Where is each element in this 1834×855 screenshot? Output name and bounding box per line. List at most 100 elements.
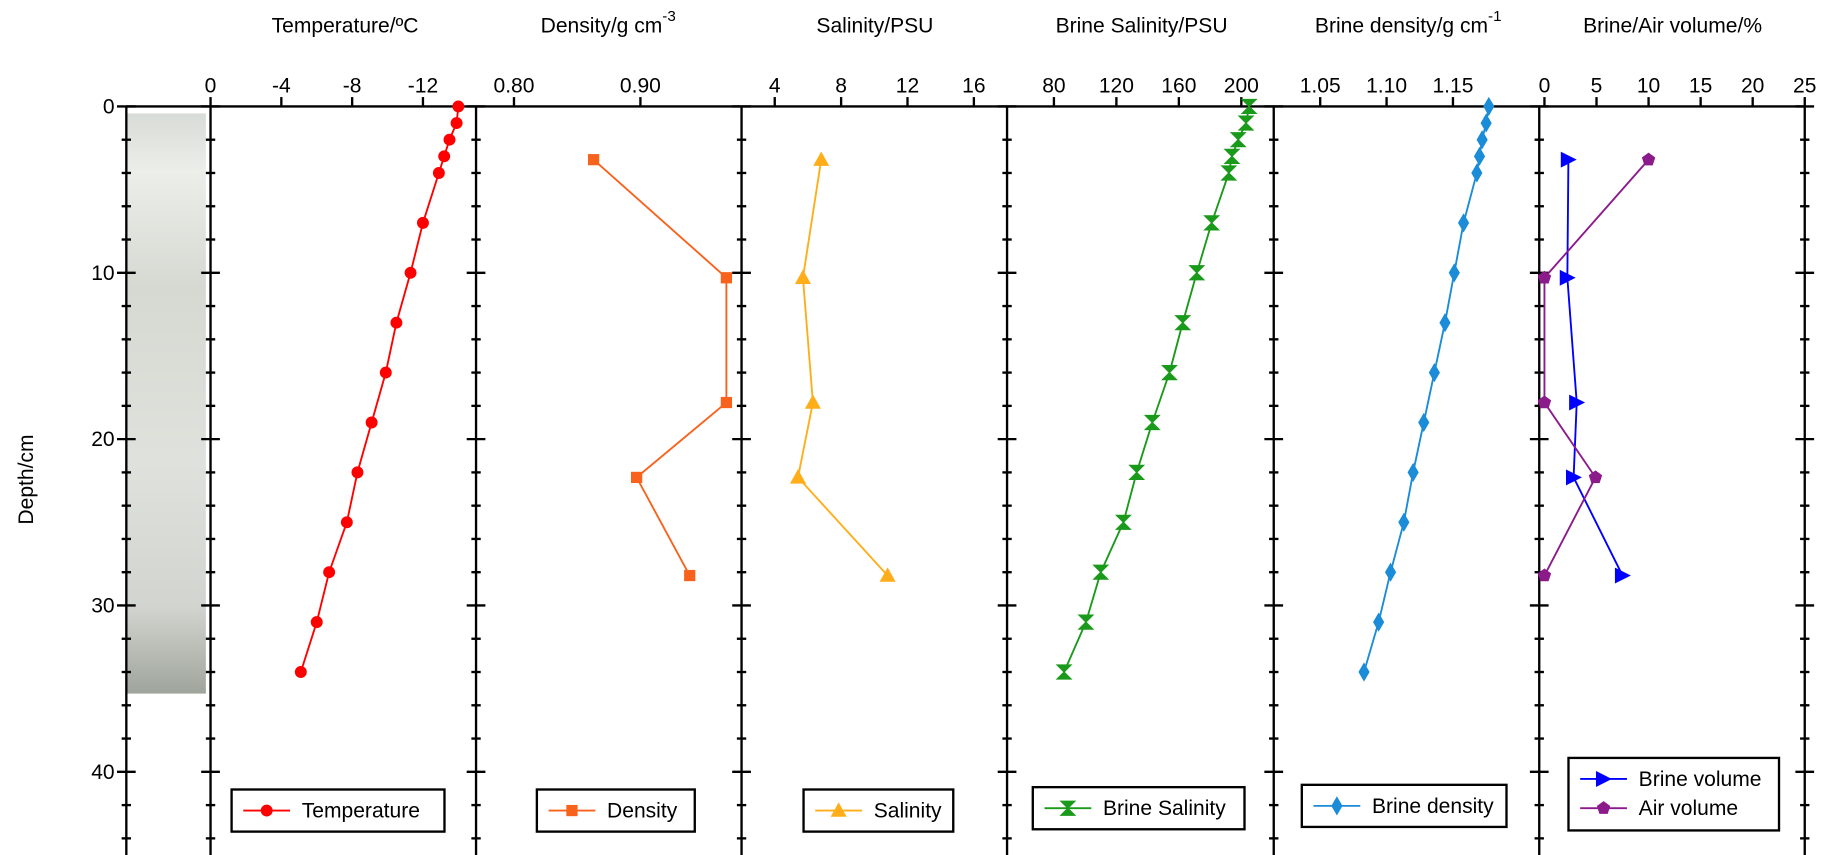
marker xyxy=(310,616,323,629)
marker xyxy=(1471,163,1483,183)
panel-title: Salinity/PSU xyxy=(816,15,933,38)
marker xyxy=(1203,215,1221,231)
panel-title-text: Brine/Air volume/% xyxy=(1583,15,1762,38)
marker xyxy=(1473,146,1486,166)
panel-title-text: Brine Salinity/PSU xyxy=(1056,15,1228,38)
x-tick-label: 1.10 xyxy=(1366,74,1407,97)
ice-core-photo xyxy=(126,113,206,694)
marker xyxy=(379,366,392,379)
panel-title: Density/g cm-3 xyxy=(541,8,676,38)
y-tick-label: 10 xyxy=(91,262,114,285)
marker xyxy=(1358,662,1370,682)
marker xyxy=(1143,414,1161,431)
marker xyxy=(1229,132,1247,148)
marker xyxy=(1588,470,1603,484)
marker xyxy=(323,566,336,579)
marker xyxy=(1188,265,1206,281)
marker xyxy=(390,316,403,329)
x-tick-label: 5 xyxy=(1591,74,1603,97)
y-tick-label: 20 xyxy=(91,428,114,451)
marker xyxy=(432,167,445,179)
marker xyxy=(588,154,600,166)
panel-title-text: Brine density/g cm xyxy=(1315,15,1488,38)
panel-title: Brine density/g cm-1 xyxy=(1315,8,1502,38)
marker xyxy=(1457,213,1470,233)
y-tick-label: 0 xyxy=(103,95,115,118)
marker xyxy=(365,416,378,429)
x-tick-label: 10 xyxy=(1637,74,1660,97)
marker xyxy=(1439,313,1451,333)
marker xyxy=(1569,394,1586,411)
panel-title-superscript: -3 xyxy=(662,8,676,25)
panel-title: Brine/Air volume/% xyxy=(1583,15,1762,38)
panel-title: Brine Salinity/PSU xyxy=(1056,15,1228,38)
marker xyxy=(1114,514,1132,530)
marker xyxy=(1566,469,1582,486)
marker xyxy=(1077,614,1095,630)
marker xyxy=(1448,263,1460,283)
marker xyxy=(720,396,732,409)
marker xyxy=(1237,115,1255,131)
marker xyxy=(416,216,429,229)
marker xyxy=(789,469,806,484)
legend-marker xyxy=(830,802,847,817)
legend-marker xyxy=(1595,771,1612,787)
marker xyxy=(813,151,830,166)
legend-label: Air volume xyxy=(1639,797,1738,820)
panel-title-text: Temperature/ºC xyxy=(272,15,419,38)
series-line xyxy=(593,158,728,576)
marker xyxy=(1055,664,1073,680)
marker xyxy=(1407,462,1419,482)
marker xyxy=(438,150,451,163)
series-line xyxy=(1363,106,1490,673)
marker xyxy=(1373,612,1385,632)
marker xyxy=(1174,315,1192,331)
y-tick-label: 40 xyxy=(91,761,114,784)
x-tick-label: 0 xyxy=(205,74,217,97)
series-line xyxy=(299,106,460,673)
marker xyxy=(1559,269,1576,286)
x-tick-label: 160 xyxy=(1161,74,1196,97)
x-tick-label: 0 xyxy=(1539,74,1551,97)
x-tick-label: 15 xyxy=(1689,74,1712,97)
x-tick-label: 16 xyxy=(962,74,985,97)
x-tick-label: 4 xyxy=(769,74,781,97)
panel-title: Temperature/ºC xyxy=(272,15,419,38)
series-line xyxy=(796,159,889,577)
marker xyxy=(294,666,307,678)
legend-marker xyxy=(1331,796,1343,816)
series-line xyxy=(1063,106,1251,673)
marker xyxy=(1537,395,1552,409)
marker xyxy=(443,133,456,146)
marker xyxy=(1161,364,1178,381)
marker xyxy=(450,117,463,130)
marker xyxy=(1220,165,1238,181)
x-tick-label: -4 xyxy=(272,74,291,97)
marker xyxy=(720,272,732,284)
panel-title-text: Density/g cm xyxy=(541,15,663,38)
series-line xyxy=(1566,159,1624,576)
legend-label: Salinity xyxy=(874,800,942,823)
marker xyxy=(631,471,643,484)
x-tick-label: 80 xyxy=(1042,74,1065,97)
legend-label: Brine volume xyxy=(1639,768,1762,791)
legend-marker xyxy=(260,804,273,817)
x-tick-label: -12 xyxy=(408,74,438,97)
marker xyxy=(1537,270,1552,284)
legend-label: Temperature xyxy=(302,800,420,823)
marker xyxy=(804,394,821,409)
marker xyxy=(1223,148,1241,164)
marker xyxy=(684,569,696,582)
marker xyxy=(1384,562,1397,582)
marker xyxy=(1483,96,1495,117)
marker xyxy=(351,466,364,479)
marker xyxy=(1128,464,1146,481)
marker xyxy=(1240,98,1258,115)
marker xyxy=(1092,564,1110,580)
x-tick-label: 8 xyxy=(835,74,847,97)
y-tick-label: 30 xyxy=(91,594,114,617)
marker xyxy=(1398,512,1410,532)
x-tick-label: 20 xyxy=(1741,74,1764,97)
